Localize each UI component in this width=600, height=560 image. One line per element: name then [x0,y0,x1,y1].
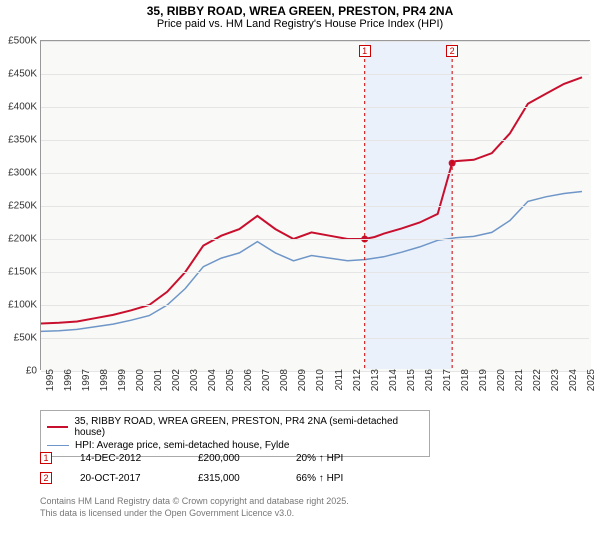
x-axis-label: 2017 [438,369,453,391]
x-axis-label: 2012 [348,369,363,391]
chart-title: 35, RIBBY ROAD, WREA GREEN, PRESTON, PR4… [0,0,600,18]
y-axis-label: £250K [8,201,41,212]
x-axis-label: 2010 [311,369,326,391]
y-axis-label: £400K [8,102,41,113]
transaction-price: £315,000 [198,473,268,484]
legend-swatch [47,445,69,446]
gridline [41,74,589,75]
y-axis-label: £200K [8,234,41,245]
x-axis-label: 1998 [95,369,110,391]
x-axis-label: 2006 [239,369,254,391]
y-axis-label: £100K [8,300,41,311]
gridline [41,140,589,141]
x-axis-label: 2008 [275,369,290,391]
chart-subtitle: Price paid vs. HM Land Registry's House … [0,18,600,34]
transaction-date: 14-DEC-2012 [80,453,170,464]
gridline [41,107,589,108]
x-axis-label: 1995 [41,369,56,391]
transaction-price: £200,000 [198,453,268,464]
x-axis-label: 2013 [366,369,381,391]
x-axis-label: 2005 [221,369,236,391]
legend-label: HPI: Average price, semi-detached house,… [75,440,289,451]
x-axis-label: 2021 [510,369,525,391]
x-axis-label: 2016 [420,369,435,391]
legend-item: HPI: Average price, semi-detached house,… [47,439,423,452]
gridline [41,305,589,306]
gridline [41,41,589,42]
legend: 35, RIBBY ROAD, WREA GREEN, PRESTON, PR4… [40,410,430,457]
x-axis-label: 1999 [113,369,128,391]
x-axis-label: 2011 [330,369,345,391]
x-axis-label: 2009 [293,369,308,391]
series-line [41,192,582,332]
y-axis-label: £450K [8,69,41,80]
x-axis-label: 2000 [131,369,146,391]
x-axis-label: 1997 [77,369,92,391]
chart-area: £0£50K£100K£150K£200K£250K£300K£350K£400… [40,40,590,370]
transaction-delta: 66% ↑ HPI [296,473,343,484]
x-axis-label: 2022 [528,369,543,391]
y-axis-label: £150K [8,267,41,278]
callout-box: 2 [446,45,458,57]
transaction-date: 20-OCT-2017 [80,473,170,484]
transaction-num-box: 1 [40,452,52,464]
footnote-line: Contains HM Land Registry data © Crown c… [40,496,349,508]
footnote: Contains HM Land Registry data © Crown c… [40,496,349,519]
x-axis-label: 2001 [149,369,164,391]
gridline [41,173,589,174]
gridline [41,338,589,339]
x-axis-label: 2020 [492,369,507,391]
x-axis-label: 2015 [402,369,417,391]
x-axis-label: 2003 [185,369,200,391]
transaction-delta: 20% ↑ HPI [296,453,343,464]
y-axis-label: £50K [14,333,41,344]
gridline [41,206,589,207]
transaction-row: 2 20-OCT-2017 £315,000 66% ↑ HPI [40,472,343,484]
series-line [41,77,582,323]
legend-item: 35, RIBBY ROAD, WREA GREEN, PRESTON, PR4… [47,415,423,439]
y-axis-label: £350K [8,135,41,146]
legend-label: 35, RIBBY ROAD, WREA GREEN, PRESTON, PR4… [74,416,423,438]
gridline [41,239,589,240]
x-axis-label: 2002 [167,369,182,391]
x-axis-label: 2019 [474,369,489,391]
y-axis-label: £500K [8,36,41,47]
transaction-row: 1 14-DEC-2012 £200,000 20% ↑ HPI [40,452,343,464]
transaction-num-box: 2 [40,472,52,484]
x-axis-label: 2023 [546,369,561,391]
footnote-line: This data is licensed under the Open Gov… [40,508,349,520]
x-axis-label: 2004 [203,369,218,391]
x-axis-label: 2024 [564,369,579,391]
legend-swatch [47,426,68,428]
y-axis-label: £0 [26,366,41,377]
callout-box: 1 [359,45,371,57]
x-axis-label: 2018 [456,369,471,391]
gridline [41,272,589,273]
x-axis-label: 2007 [257,369,272,391]
x-axis-label: 1996 [59,369,74,391]
x-axis-label: 2014 [384,369,399,391]
x-axis-label: 2025 [582,369,597,391]
y-axis-label: £300K [8,168,41,179]
